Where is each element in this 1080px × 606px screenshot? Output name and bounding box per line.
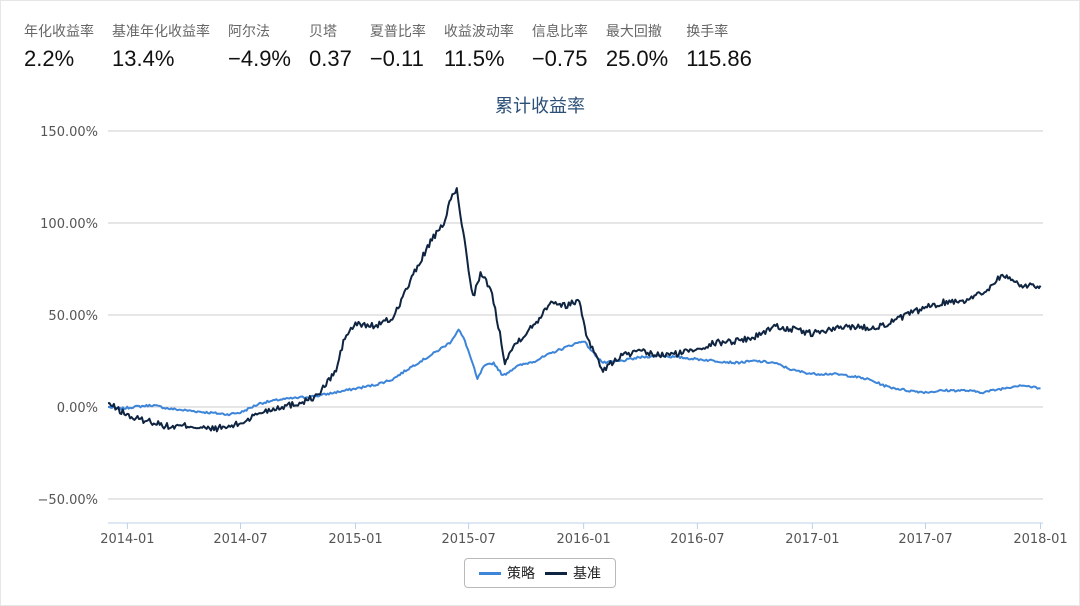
legend-label: 策略 bbox=[507, 566, 535, 582]
strategy-line-icon bbox=[479, 571, 501, 575]
metric-value: −0.11 bbox=[369, 46, 424, 71]
metric-information-ratio: 信息比率 −0.75 bbox=[532, 22, 588, 74]
metric-label: 阿尔法 bbox=[228, 24, 270, 40]
legend-label: 基准 bbox=[573, 566, 601, 582]
metric-value: 11.5% bbox=[443, 46, 505, 71]
x-tick-label: 2015-01 bbox=[328, 532, 382, 547]
metric-value: 25.0% bbox=[605, 46, 669, 71]
metric-label: 信息比率 bbox=[531, 24, 588, 40]
x-tick-label: 2016-07 bbox=[670, 532, 724, 547]
series-line-strategy bbox=[108, 328, 1041, 417]
legend-item-strategy[interactable]: 策略 bbox=[479, 563, 535, 583]
metric-label: 换手率 bbox=[686, 24, 729, 40]
y-tick-label: −50.00% bbox=[38, 493, 98, 508]
metric-label: 收益波动率 bbox=[443, 24, 514, 40]
chart-title: 累计收益率 bbox=[495, 96, 585, 117]
x-tick-label: 2017-01 bbox=[785, 532, 839, 547]
metric-label: 年化收益率 bbox=[24, 24, 94, 40]
metric-value: 13.4% bbox=[112, 46, 175, 71]
series-lines bbox=[107, 187, 1042, 433]
y-tick-label: 150.00% bbox=[40, 125, 98, 140]
metric-annual-return: 年化收益率 2.2% bbox=[24, 22, 94, 74]
metric-label: 夏普比率 bbox=[369, 24, 426, 40]
y-tick-label: 0.00% bbox=[57, 401, 98, 416]
metric-value: −0.75 bbox=[531, 46, 588, 71]
metric-max-drawdown: 最大回撤 25.0% bbox=[606, 22, 668, 74]
metric-sharpe: 夏普比率 −0.11 bbox=[370, 22, 426, 74]
metric-label: 贝塔 bbox=[309, 24, 337, 40]
x-tick-label: 2014-07 bbox=[213, 532, 267, 547]
y-tick-label: 100.00% bbox=[40, 217, 98, 232]
x-tick-label: 2018-01 bbox=[1013, 532, 1067, 547]
metric-alpha: 阿尔法 −4.9% bbox=[228, 22, 291, 74]
legend-item-benchmark[interactable]: 基准 bbox=[545, 563, 601, 583]
benchmark-line-icon bbox=[545, 571, 567, 575]
metrics-bar: 年化收益率 2.2% 基准年化收益率 13.4% 阿尔法 −4.9% 贝塔 0.… bbox=[24, 22, 770, 74]
grid-lines bbox=[108, 130, 1043, 524]
metric-volatility: 收益波动率 11.5% bbox=[444, 22, 514, 74]
metric-label: 最大回撤 bbox=[605, 24, 662, 40]
x-tick-label: 2016-01 bbox=[556, 532, 610, 547]
x-tick-label: 2015-07 bbox=[441, 532, 495, 547]
x-tick-label: 2017-07 bbox=[898, 532, 952, 547]
metric-value: −4.9% bbox=[228, 46, 291, 71]
metric-value: 115.86 bbox=[686, 46, 752, 71]
metric-value: 0.37 bbox=[309, 46, 352, 71]
metric-turnover: 换手率 115.86 bbox=[686, 22, 752, 74]
series-line-benchmark bbox=[107, 187, 1042, 433]
metric-benchmark-annual-return: 基准年化收益率 13.4% bbox=[112, 22, 210, 74]
y-axis-ticks: 150.00% 100.00% 50.00% 0.00% −50.00% bbox=[38, 125, 98, 508]
chart-legend: 策略 基准 bbox=[464, 558, 616, 588]
x-axis-ticks: 2014-01 2014-07 2015-01 2015-07 2016-01 2016-… bbox=[100, 523, 1068, 547]
metric-value: 2.2% bbox=[24, 46, 75, 71]
x-tick-label: 2014-01 bbox=[100, 532, 154, 547]
metric-label: 基准年化收益率 bbox=[112, 24, 210, 40]
y-tick-label: 50.00% bbox=[48, 309, 98, 324]
metric-beta: 贝塔 0.37 bbox=[309, 22, 352, 74]
